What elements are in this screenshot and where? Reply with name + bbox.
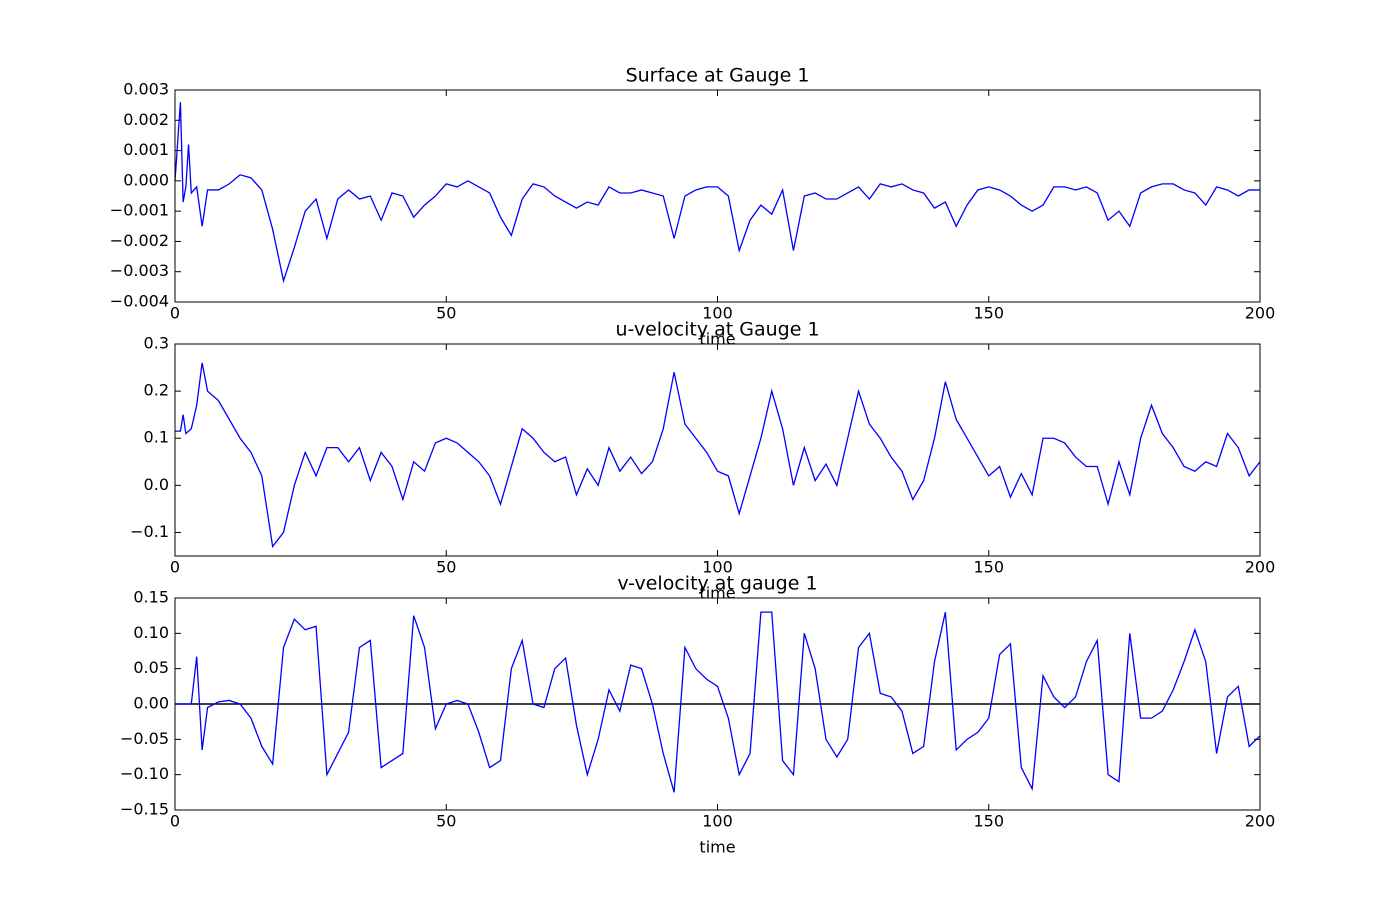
y-tick-label: −0.10 xyxy=(120,764,169,783)
x-tick-label: 100 xyxy=(702,812,733,831)
x-tick-label: 50 xyxy=(436,558,456,577)
x-tick-label: 200 xyxy=(1245,558,1276,577)
data-line xyxy=(175,362,1261,549)
y-tick-label: 0.002 xyxy=(123,110,169,129)
y-tick-label: −0.002 xyxy=(110,231,169,250)
x-tick-label: 150 xyxy=(973,812,1004,831)
plot-frame xyxy=(174,343,1261,557)
x-tick-label: 50 xyxy=(436,304,456,323)
y-tick-label: 0.1 xyxy=(144,428,169,447)
plot-frame xyxy=(174,89,1261,303)
x-tick-label: 50 xyxy=(436,812,456,831)
y-tick-label: 0.00 xyxy=(133,694,169,713)
chart-title: v-velocity at gauge 1 xyxy=(617,573,817,595)
y-tick-label: −0.004 xyxy=(110,292,169,311)
x-tick-label: 0 xyxy=(170,812,180,831)
y-tick-label: 0.003 xyxy=(123,80,169,99)
y-tick-label: 0.001 xyxy=(123,140,169,159)
y-tick-label: 0.3 xyxy=(144,334,169,353)
y-tick-label: 0.2 xyxy=(144,381,169,400)
y-tick-label: −0.15 xyxy=(120,800,169,819)
x-tick-label: 0 xyxy=(170,558,180,577)
y-tick-label: −0.1 xyxy=(130,522,169,541)
x-tick-label: 150 xyxy=(973,558,1004,577)
data-line xyxy=(175,611,1261,793)
y-tick-label: 0.15 xyxy=(133,588,169,607)
y-tick-label: 0.10 xyxy=(133,623,169,642)
y-tick-label: −0.001 xyxy=(110,201,169,220)
chart-title: u-velocity at Gauge 1 xyxy=(615,319,819,341)
data-line xyxy=(174,102,1260,284)
y-tick-label: 0.05 xyxy=(133,658,169,677)
x-tick-label: 200 xyxy=(1245,812,1276,831)
chart-title: Surface at Gauge 1 xyxy=(626,65,810,87)
x-tick-label: 0 xyxy=(170,304,180,323)
y-tick-label: −0.003 xyxy=(110,261,169,280)
x-tick-label: 100 xyxy=(702,304,733,323)
plot-frame xyxy=(174,597,1261,811)
y-tick-label: 0.0 xyxy=(144,475,169,494)
x-tick-label: 100 xyxy=(702,558,733,577)
x-tick-label: 200 xyxy=(1245,304,1276,323)
x-tick-label: 150 xyxy=(973,304,1004,323)
y-tick-label: 0.000 xyxy=(123,170,169,189)
x-axis-label: time xyxy=(699,838,735,857)
y-tick-label: −0.05 xyxy=(120,729,169,748)
